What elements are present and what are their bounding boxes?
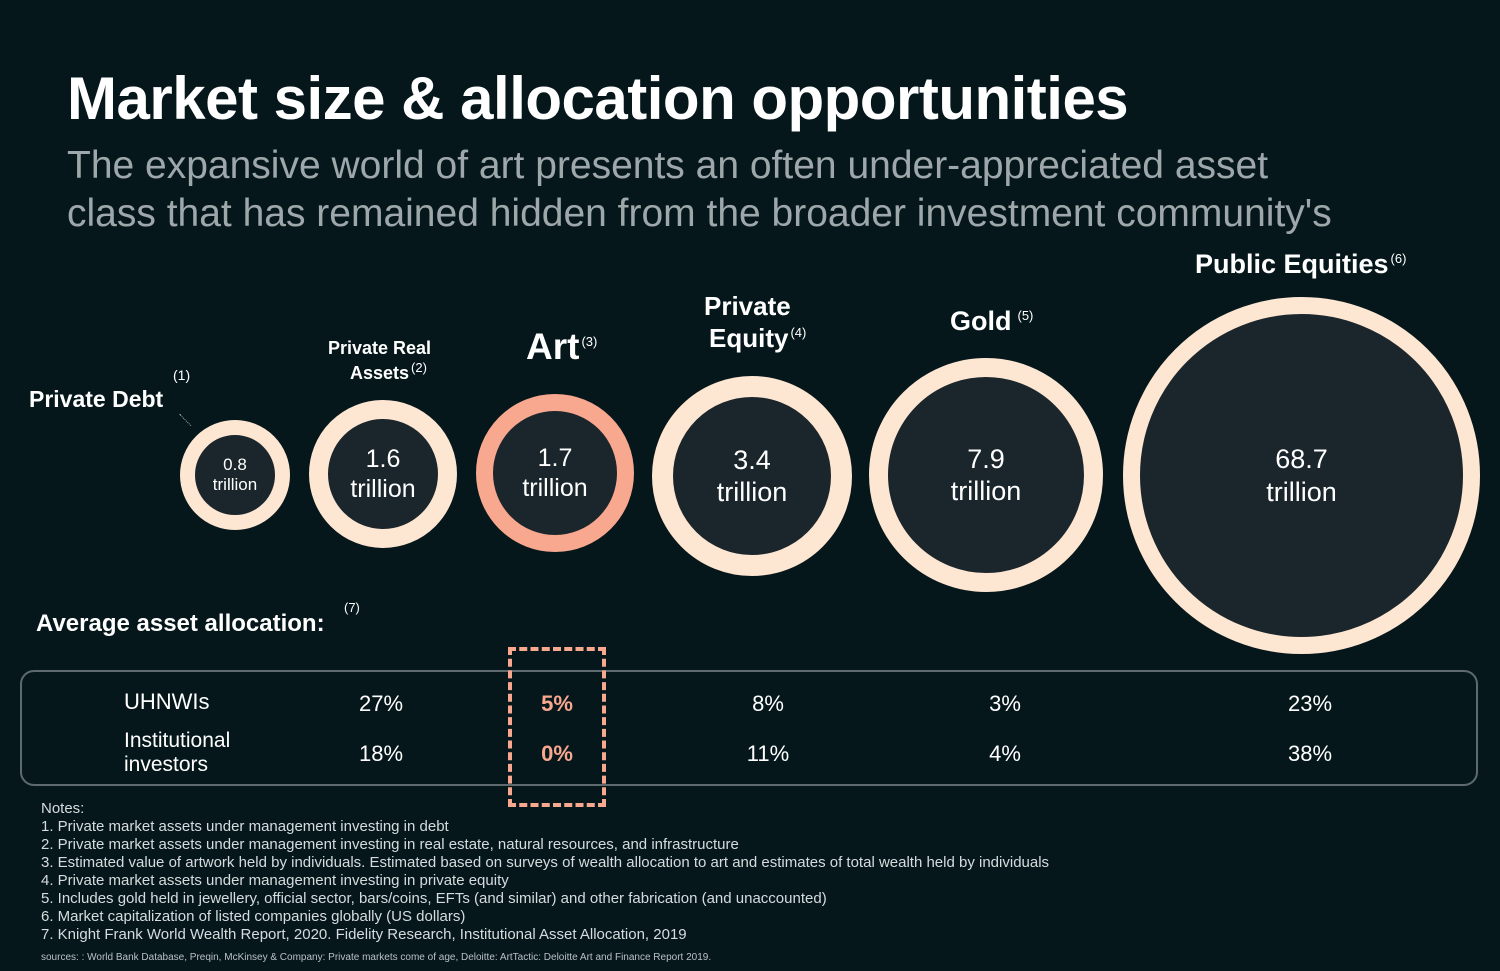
gold-label: Gold (5) — [950, 306, 1034, 336]
uhnwi-private-real-assets: 27% — [358, 691, 404, 716]
private-equity-note: (4) — [790, 325, 807, 341]
note-item: 3. Estimated value of artwork held by in… — [41, 854, 1050, 871]
institutional-gold: 4% — [989, 741, 1021, 766]
uhnwi-public-equities: 23% — [1287, 691, 1333, 716]
private-real-assets-label-line2: Assets (2) — [350, 360, 427, 383]
art-value: 1.7 — [537, 444, 573, 472]
institutional-public-equities: 38% — [1287, 741, 1333, 766]
private-debt-value: 0.8 — [223, 454, 247, 474]
uhnwi-private-equity: 8% — [752, 691, 784, 716]
private-equity-unit: trillion — [716, 477, 788, 507]
gold-bubble: 7.9 trillion — [869, 358, 1103, 592]
art-note: (3) — [581, 333, 598, 349]
art-label: Art (3) — [526, 326, 598, 367]
private-debt-note: (1) — [173, 367, 191, 383]
note-item: 2. Private market assets under managemen… — [41, 836, 739, 853]
private-real-assets-label-line1: Private Real — [328, 338, 432, 358]
private-real-assets-value: 1.6 — [365, 445, 401, 473]
gold-unit: trillion — [950, 476, 1022, 506]
art-bubble: 1.7 trillion — [476, 394, 634, 552]
note-item: 4. Private market assets under managemen… — [41, 872, 509, 889]
public-equities-bubble: 68.7 trillion — [1123, 297, 1480, 654]
institutional-private-real-assets: 18% — [358, 741, 404, 766]
uhnwi-art: 5% — [541, 691, 573, 716]
art-unit: trillion — [522, 474, 588, 502]
institutional-private-equity: 11% — [746, 741, 790, 766]
public-equities-unit: trillion — [1266, 476, 1337, 507]
row-label-institutional: Institutional investors — [124, 729, 231, 776]
uhnwi-gold: 3% — [989, 691, 1021, 716]
institutional-art: 0% — [541, 741, 573, 766]
note-item: 5. Includes gold held in jewellery, offi… — [41, 890, 827, 907]
row-label-uhnwis: UHNWIs — [124, 689, 210, 714]
private-equity-value: 3.4 — [733, 444, 771, 475]
page-title: Market size & allocation opportunities — [67, 65, 1129, 132]
public-equities-value: 68.7 — [1275, 444, 1328, 475]
allocation-note: (7) — [344, 600, 360, 615]
gold-note: (5) — [1017, 308, 1034, 323]
private-debt-bubble: 0.8 trillion — [180, 420, 290, 530]
allocation-table — [20, 670, 1478, 786]
private-real-assets-note: (2) — [411, 360, 427, 375]
note-item: 1. Private market assets under managemen… — [41, 818, 449, 835]
private-real-assets-bubble: 1.6 trillion — [309, 400, 457, 548]
note-item: 6. Market capitalization of listed compa… — [41, 908, 466, 925]
allocation-heading: Average asset allocation: — [36, 610, 325, 637]
sources: sources: : World Bank Database, Preqin, … — [41, 952, 712, 963]
page-subtitle: The expansive world of art presents an o… — [67, 144, 1332, 235]
private-real-assets-unit: trillion — [350, 475, 416, 503]
notes: Notes: 1. Private market assets under ma… — [41, 800, 1049, 944]
notes-heading: Notes: — [41, 800, 85, 817]
private-debt-leader — [179, 414, 192, 427]
private-equity-bubble: 3.4 trillion — [652, 376, 852, 576]
private-debt-unit: trillion — [212, 475, 258, 494]
public-equities-note: (6) — [1390, 251, 1407, 266]
art-highlight-box — [508, 647, 606, 807]
public-equities-label: Public Equities (6) — [1195, 249, 1407, 279]
private-equity-label-line2: Equity (4) — [709, 323, 807, 353]
gold-value: 7.9 — [967, 443, 1005, 474]
note-item: 7. Knight Frank World Wealth Report, 202… — [41, 926, 687, 943]
private-equity-label-line1: Private — [704, 291, 791, 321]
private-debt-label: Private Debt — [29, 386, 164, 412]
